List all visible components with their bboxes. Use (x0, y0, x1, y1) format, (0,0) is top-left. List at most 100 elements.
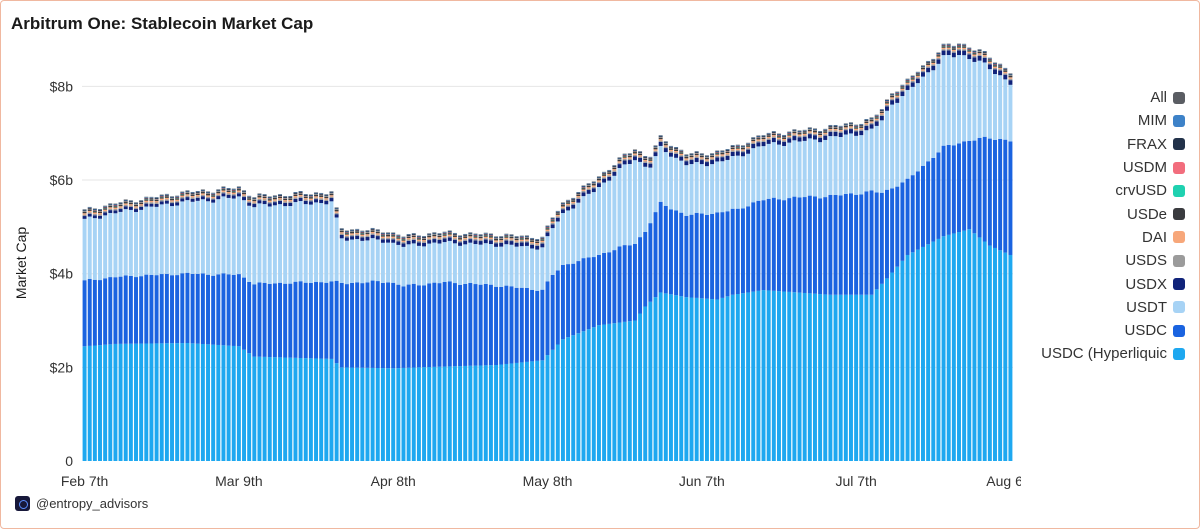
legend-item[interactable]: USDT (1126, 296, 1185, 319)
bar-segment-usdc-hyperliquic (710, 299, 715, 461)
bar-segment-usds (946, 49, 951, 51)
bar-segment-usde (488, 236, 493, 238)
bar-segment-frax (154, 198, 159, 200)
bar-segment-usde (180, 194, 185, 196)
bar-segment-usdm (416, 237, 421, 238)
bar-segment-usdc-hyperliquic (432, 366, 437, 461)
bar-segment-usde (175, 198, 180, 200)
bar-segment-frax (807, 128, 812, 130)
bar-segment-usds (921, 70, 925, 73)
legend-item[interactable]: USDX (1125, 272, 1185, 295)
bar-segment-usdx (206, 198, 210, 202)
bar-segment-frax (967, 48, 972, 50)
bar-segment-mim (530, 238, 535, 239)
bar-segment-usdt (298, 201, 303, 282)
bar-segment-usdt (344, 240, 349, 285)
bar-segment-frax (519, 236, 524, 238)
bar-segment-usdm (596, 178, 601, 179)
bar-segment-all (494, 236, 499, 237)
bar-segment-mim (437, 233, 442, 235)
bar-segment-usdm (987, 59, 992, 61)
bar-segment-usdt (776, 144, 781, 200)
bar-segment-usdt (123, 209, 128, 276)
bar-segment-frax (139, 201, 144, 203)
bar-segment-dai (756, 139, 761, 141)
bar-segment-frax (82, 210, 87, 212)
bar-segment-dai (869, 121, 874, 123)
bar-segment-usdm (951, 47, 956, 49)
legend-item[interactable]: USDC (1124, 319, 1185, 342)
bar-segment-usdm (632, 151, 637, 152)
bar-segment-usdc-hyperliquic (416, 367, 421, 461)
legend-swatch (1173, 324, 1185, 337)
bar-segment-dai (149, 200, 154, 203)
legend-item[interactable]: USDe (1127, 202, 1185, 225)
bar-segment-frax (550, 218, 555, 220)
bar-segment-usdc-hyperliquic (982, 241, 987, 461)
bar-segment-usdm (344, 232, 349, 233)
bar-segment-mim (144, 197, 149, 198)
bar-segment-usdm (87, 208, 92, 210)
bar-segment-usdc-hyperliquic (365, 367, 370, 461)
legend-item[interactable]: USDS (1125, 249, 1185, 272)
bar-segment-usdc (329, 281, 334, 359)
bar-segment-usdc-hyperliquic (216, 344, 221, 461)
legend-item[interactable]: All (1150, 86, 1185, 109)
bar-segment-usdm (792, 131, 797, 132)
bar-segment-mim (663, 141, 668, 143)
bar-segment-usds (113, 208, 118, 211)
bar-segment-frax (627, 154, 632, 156)
bar-segment-mim (386, 232, 391, 234)
legend-label: MIM (1137, 112, 1167, 130)
bar-segment-usde (272, 197, 277, 200)
bar-segment-usdm (586, 185, 591, 186)
bar-segment-all (972, 50, 977, 52)
bar-segment-usdt (751, 148, 756, 203)
bar-segment-usdm (797, 132, 802, 133)
bar-segment-mim (823, 129, 828, 130)
bar-segment-usdt (370, 238, 375, 281)
bar-segment-dai (957, 47, 961, 50)
bar-segment-mim (782, 135, 787, 136)
bar-segment-frax (170, 197, 174, 199)
bar-segment-usdx (514, 242, 519, 247)
bar-segment-usds (951, 51, 956, 53)
bar-segment-usdc-hyperliquic (936, 238, 941, 461)
bar-segment-dai (946, 47, 951, 50)
bar-segment-usdx (566, 206, 571, 211)
bar-segment-mim (391, 233, 396, 234)
bar-segment-usde (674, 149, 679, 151)
bar-segment-mim (715, 151, 720, 152)
legend-item[interactable]: FRAX (1127, 133, 1185, 156)
bar-segment-all (576, 192, 581, 193)
bar-segment-dai (982, 55, 987, 57)
bar-segment-dai (524, 239, 529, 241)
bar-segment-usdt (720, 161, 725, 213)
bar-segment-usdc-hyperliquic (921, 246, 925, 461)
chart-legend: All MIM FRAX USDM crvUSD USDe DAI USDS USDX USDT U… (1041, 86, 1185, 366)
bar-segment-all (303, 194, 308, 195)
bar-segment-usds (154, 202, 159, 204)
legend-item[interactable]: crvUSD (1115, 179, 1185, 202)
bar-segment-usdc (365, 282, 370, 368)
legend-item[interactable]: USDC (Hyperliquic (1041, 342, 1185, 365)
bar-segment-usdm (766, 134, 771, 136)
bar-segment-all (118, 202, 123, 203)
bar-segment-usdt (668, 156, 673, 210)
bar-segment-usdc (612, 250, 617, 324)
bar-segment-usdc-hyperliquic (540, 360, 545, 461)
bar-segment-mim (612, 165, 617, 167)
bar-segment-all (627, 153, 632, 154)
bar-segment-usdm (226, 189, 231, 191)
bar-segment-usdc (710, 213, 715, 300)
legend-item[interactable]: DAI (1142, 226, 1185, 249)
bar-segment-dai (159, 198, 164, 200)
legend-item[interactable]: USDM (1123, 156, 1185, 179)
bar-segment-usdx (972, 57, 977, 62)
bar-segment-usdx (612, 171, 617, 176)
bar-segment-usdc (314, 281, 319, 359)
bar-segment-usde (458, 238, 463, 240)
bar-segment-usdc (92, 279, 97, 346)
bar-segment-dai (951, 49, 956, 52)
legend-item[interactable]: MIM (1138, 109, 1185, 132)
